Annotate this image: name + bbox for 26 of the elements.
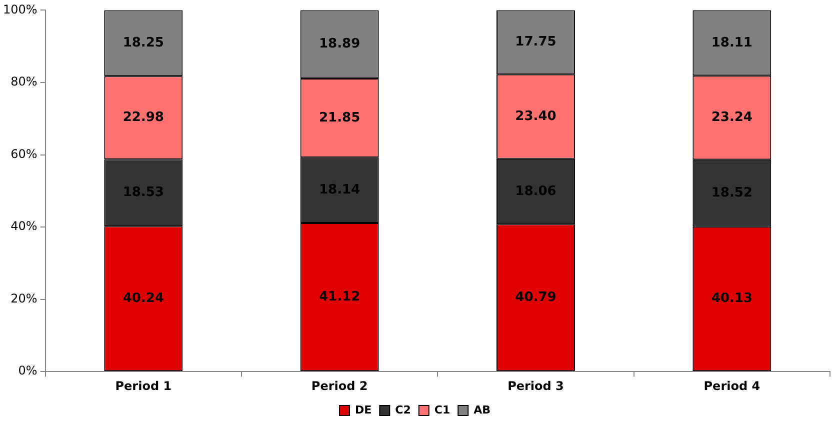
y-tick-label: 100% (2, 2, 38, 16)
legend-label: C2 (395, 403, 411, 416)
data-label: 18.25 (122, 36, 164, 51)
data-label: 21.85 (319, 110, 360, 126)
legend-label: AB (474, 403, 491, 416)
data-label: 17.75 (515, 34, 556, 50)
x-tick-label: Period 2 (311, 378, 368, 393)
y-tick-label: 80% (10, 74, 38, 89)
data-label: 40.79 (515, 290, 556, 306)
y-tick-label: 20% (10, 291, 38, 306)
data-label: 18.89 (319, 36, 360, 52)
data-label: 40.13 (711, 291, 752, 306)
legend-label: DE (355, 403, 372, 416)
x-tick-label: Period 4 (704, 378, 760, 393)
y-tick-label: 40% (10, 219, 38, 234)
data-label: 23.24 (711, 110, 752, 126)
data-label: 40.24 (122, 291, 164, 306)
y-tick-label: 0% (18, 364, 38, 378)
x-tick-label: Period 1 (115, 378, 172, 393)
data-label: 18.11 (711, 35, 752, 50)
data-label: 22.98 (122, 110, 164, 126)
data-label: 23.40 (515, 109, 556, 124)
data-label: 41.12 (319, 289, 360, 304)
legend-label: C1 (434, 403, 450, 416)
y-tick-label: 60% (10, 146, 38, 161)
x-tick-label: Period 3 (508, 378, 564, 393)
